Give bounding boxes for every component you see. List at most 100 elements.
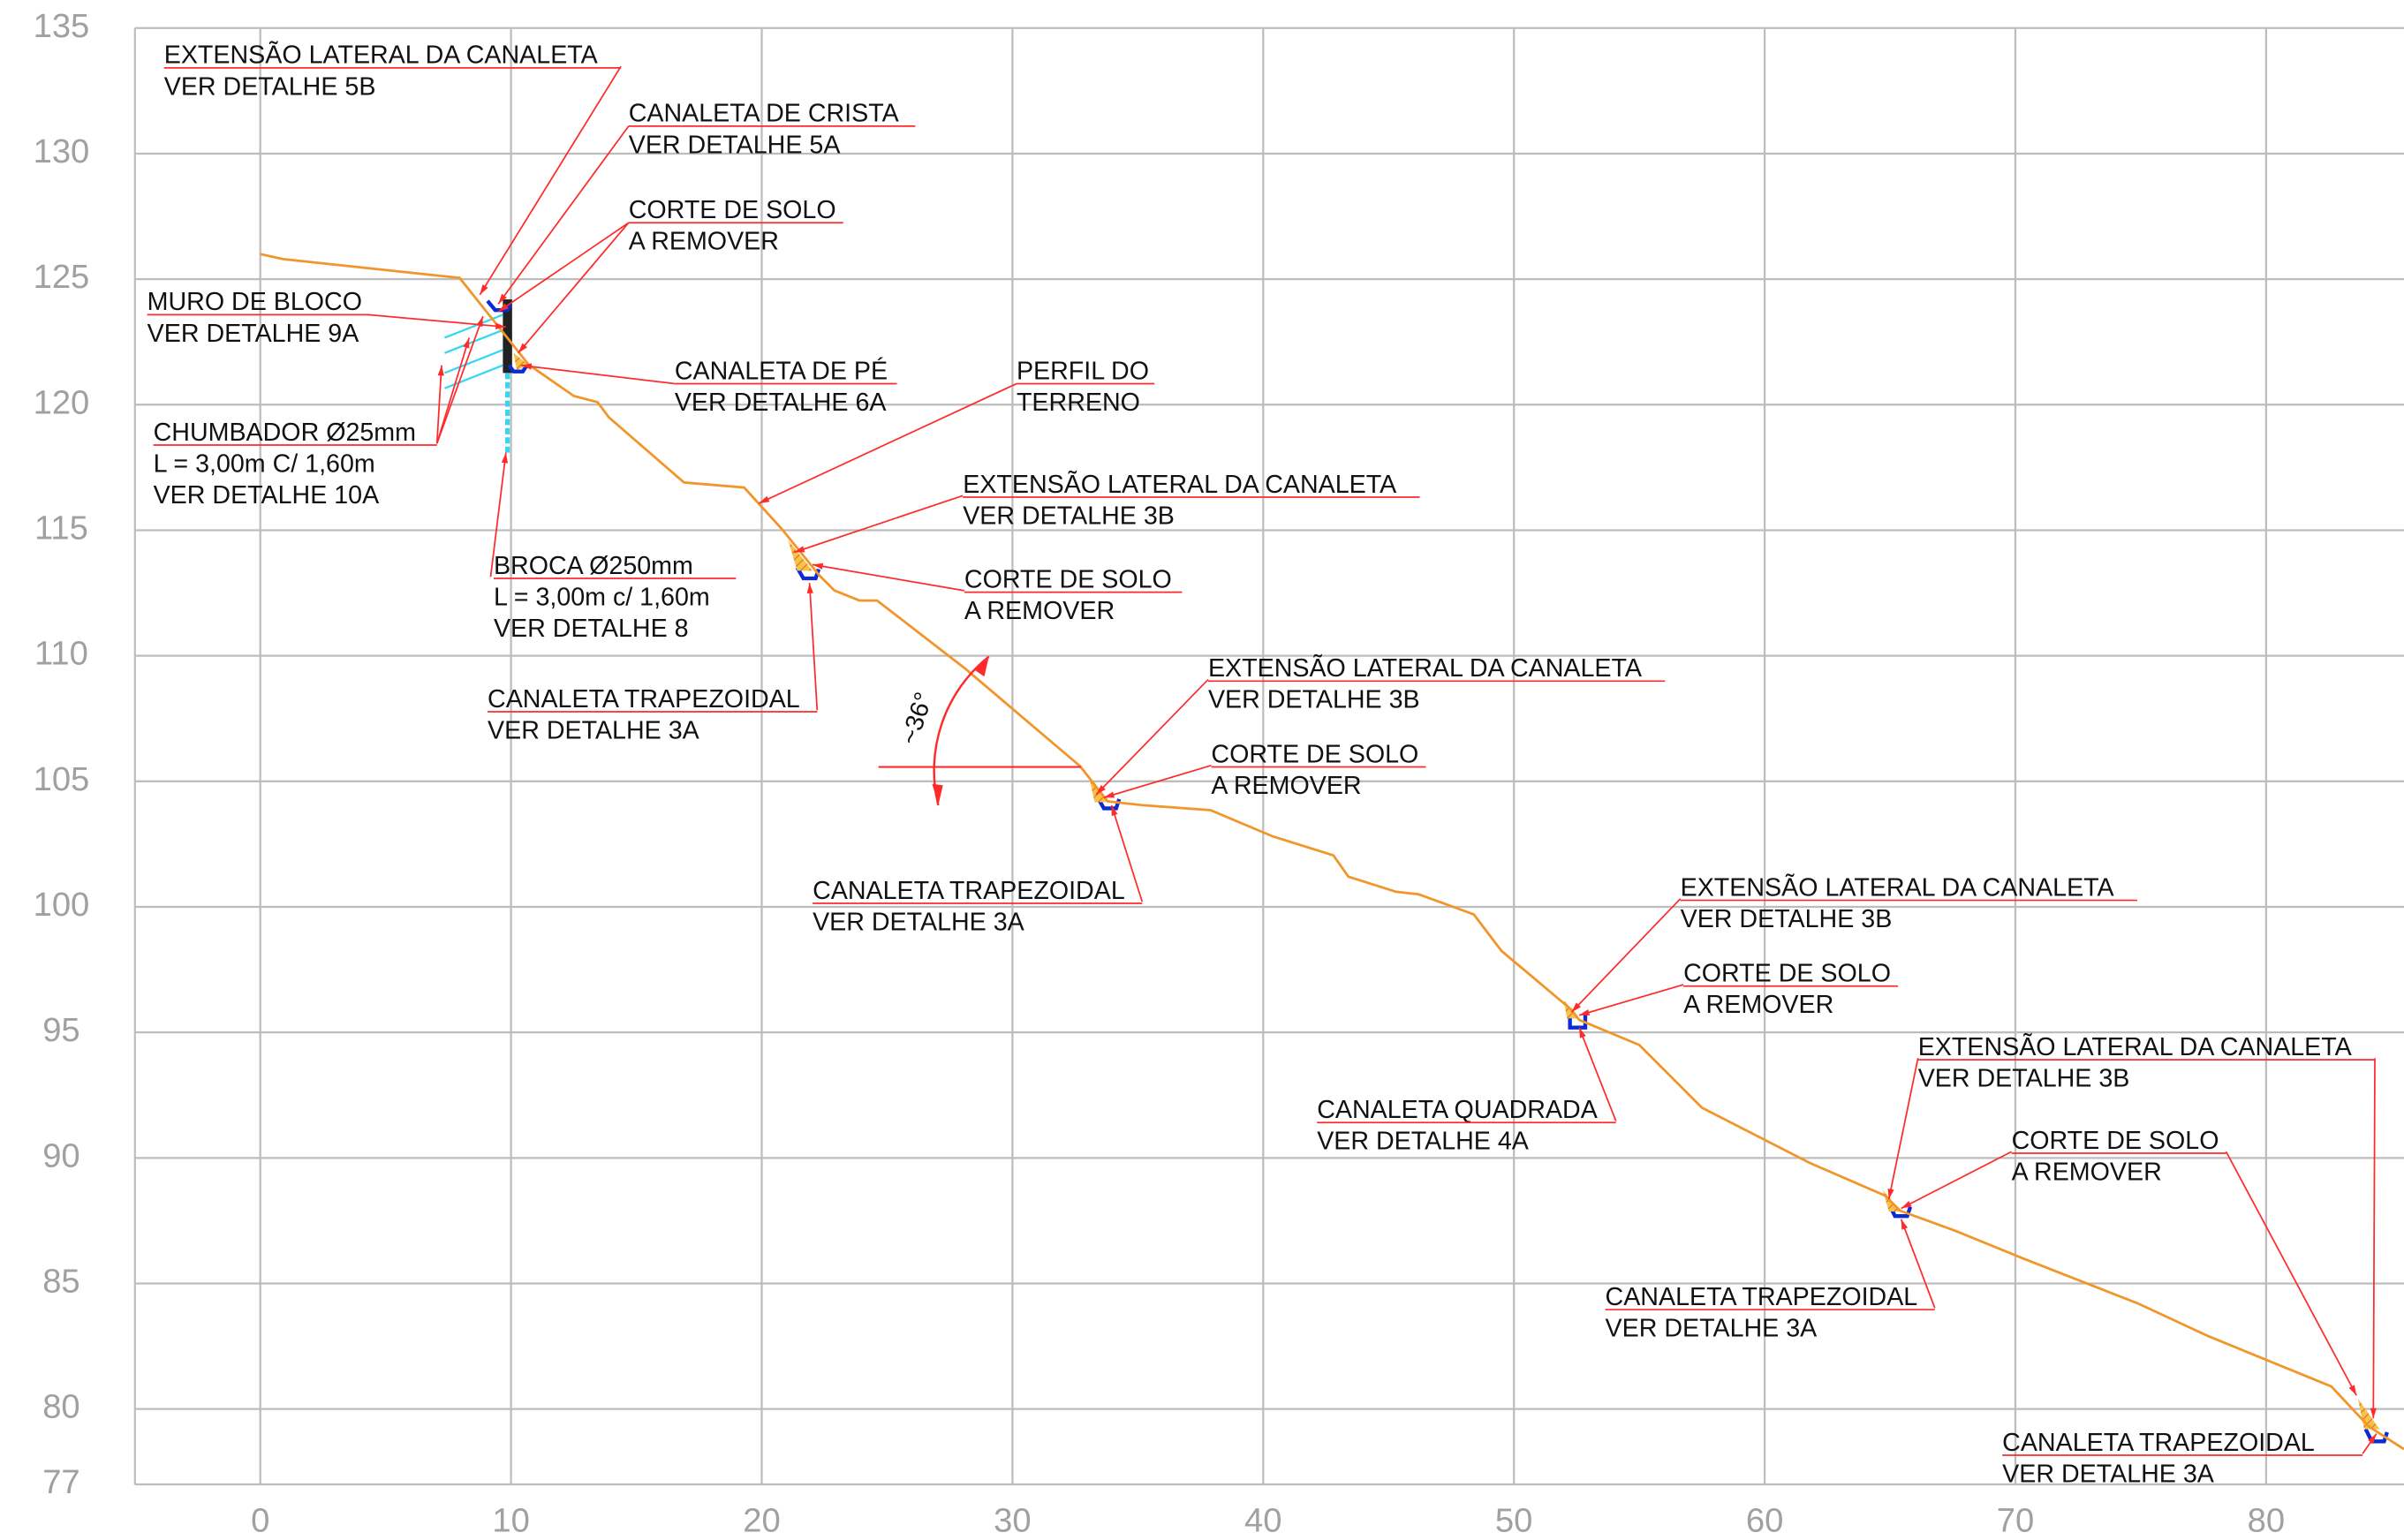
angle-mark: ~36°	[878, 655, 1081, 806]
annotation-text: VER DETALHE 3A	[813, 908, 1025, 936]
leader-arrow	[1571, 1002, 1581, 1013]
angle-label: ~36°	[896, 689, 939, 748]
annotation-text: A REMOVER	[629, 228, 779, 256]
x-tick-label: 60	[1746, 1501, 1783, 1539]
y-tick-label: 85	[42, 1263, 79, 1301]
y-tick-label: 105	[34, 760, 90, 798]
annotation-text: VER DETALHE 10A	[154, 481, 381, 510]
annotation-text: VER DETALHE 3B	[1918, 1064, 2130, 1092]
annotation-text: CANALETA QUADRADA	[1317, 1096, 1599, 1124]
leader-arrow	[1579, 1027, 1586, 1038]
annotation-text: VER DETALHE 6A	[675, 389, 888, 417]
leader-line	[1900, 1219, 1936, 1309]
leader-arrow	[495, 322, 506, 329]
annotation-text: VER DETALHE 5A	[629, 131, 842, 159]
leader-arrow	[1887, 1188, 1894, 1200]
leader-arrow	[2370, 1408, 2377, 1419]
annotation-text: EXTENSÃO LATERAL DA CANALETA	[963, 469, 1397, 499]
leader-line	[1110, 804, 1144, 902]
leader-line	[435, 337, 471, 444]
x-tick-label: 80	[2248, 1501, 2285, 1539]
annotation-text: VER DETALHE 8	[494, 615, 689, 643]
x-tick-label: 70	[1997, 1501, 2034, 1539]
annotation-text: CANALETA DE CRISTA	[629, 100, 900, 128]
annotation-text: CORTE DE SOLO	[964, 565, 1172, 593]
annotation-text: CANALETA TRAPEZOIDAL	[813, 877, 1125, 905]
leader-arrow	[2368, 1433, 2377, 1445]
annotation-text: VER DETALHE 9A	[147, 320, 360, 348]
annotation-text: EXTENSÃO LATERAL DA CANALETA	[1681, 872, 2115, 902]
leader-arrow	[518, 343, 528, 353]
leader-line	[367, 313, 506, 328]
leader-arrow	[759, 495, 770, 503]
leader-line	[812, 563, 965, 592]
y-tick-label: 100	[34, 886, 90, 924]
leader-line	[1887, 1058, 1919, 1200]
leader-arrow	[1901, 1200, 1912, 1209]
leader-line	[1095, 678, 1209, 796]
leader-line	[1578, 1027, 1617, 1121]
annotation-text: VER DETALHE 3B	[1208, 686, 1420, 714]
leader-line	[497, 125, 630, 305]
leader-line	[2372, 1058, 2376, 1419]
x-tick-label: 40	[1244, 1501, 1281, 1539]
y-tick-label: 90	[42, 1136, 79, 1174]
annotation-text: TERRENO	[1017, 389, 1140, 417]
y-tick-label: 115	[34, 510, 88, 547]
leader-line	[435, 365, 442, 444]
annotation-text: VER DETALHE 3A	[488, 716, 700, 744]
y-tick-label: 110	[34, 635, 88, 673]
y-tick-label: 77	[42, 1463, 79, 1501]
annotation-text: VER DETALHE 3B	[1681, 905, 1893, 933]
annotation-text: VER DETALHE 3B	[963, 502, 1175, 530]
leader-line	[497, 222, 630, 313]
y-tick-label: 120	[34, 383, 90, 421]
annotation-text: CANALETA TRAPEZOIDAL	[1606, 1283, 1918, 1311]
y-tick-label: 135	[34, 7, 90, 45]
leader-arrow	[806, 583, 813, 594]
leader-arrow	[1096, 784, 1106, 795]
x-tick-label: 50	[1495, 1501, 1532, 1539]
leader-line	[521, 364, 675, 385]
annotation-text: CHUMBADOR Ø25mm	[154, 419, 416, 447]
x-tick-label: 30	[994, 1501, 1031, 1539]
annotation-text: VER DETALHE 3A	[1606, 1314, 1818, 1342]
x-tick-label: 10	[492, 1501, 529, 1539]
annotation-text: CANALETA DE PÉ	[675, 356, 888, 385]
leader-arrow	[813, 562, 824, 570]
annotation-text: A REMOVER	[1211, 772, 1361, 800]
annotation-text: PERFIL DO	[1017, 357, 1149, 385]
grid: 77 80 85 90 95 100 105 110 115 120 125 130 135 0 10 20 3…	[34, 7, 2404, 1539]
annotation-text: VER DETALHE 4A	[1317, 1128, 1530, 1156]
annotation-text: BROCA Ø250mm	[494, 552, 693, 580]
leader-arrow	[437, 365, 444, 376]
annotation-text: CORTE DE SOLO	[629, 196, 836, 224]
annotation-text: CORTE DE SOLO	[1211, 740, 1418, 768]
structures	[444, 299, 2389, 1444]
leader-arrow	[521, 363, 533, 370]
channels	[486, 299, 2389, 1444]
annotation-text: A REMOVER	[2012, 1158, 2162, 1186]
annotation-text: CORTE DE SOLO	[1683, 960, 1891, 988]
y-tick-label: 80	[42, 1388, 79, 1426]
annotation-text: EXTENSÃO LATERAL DA CANALETA	[1918, 1031, 2353, 1061]
y-tick-label: 130	[34, 132, 90, 170]
annotation-text: EXTENSÃO LATERAL DA CANALETA	[164, 40, 599, 70]
leader-line	[1570, 898, 1682, 1013]
leader-arrow	[498, 293, 507, 305]
x-tick-label: 0	[251, 1501, 269, 1539]
leader-line	[2225, 1151, 2357, 1396]
leader-arrow	[476, 316, 483, 328]
leader-arrow	[501, 452, 509, 464]
leader-line	[793, 494, 964, 554]
y-tick-label: 125	[34, 258, 90, 296]
leader-arrow	[480, 284, 488, 295]
leader-line	[518, 222, 630, 354]
terrain	[260, 253, 2404, 1451]
annotation-text: A REMOVER	[1683, 991, 1833, 1019]
annotation-text: VER DETALHE 5B	[164, 72, 376, 101]
leader-line	[1103, 764, 1212, 799]
terrain-line	[260, 253, 2404, 1451]
annotation-text: MURO DE BLOCO	[147, 288, 362, 316]
